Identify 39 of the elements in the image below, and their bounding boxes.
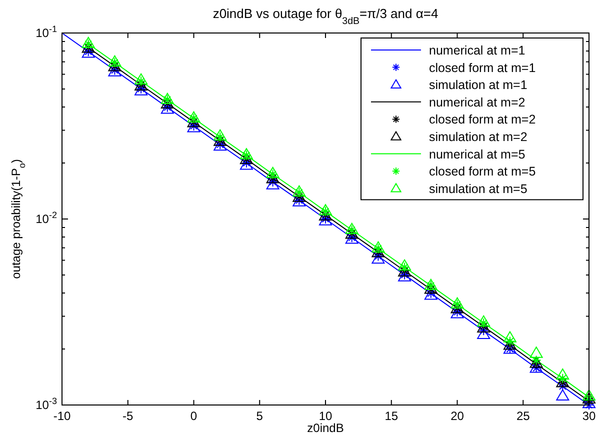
x-axis-title: z0indB <box>307 421 344 435</box>
y-tick-label: 10$^{-2}$ <box>36 210 57 226</box>
point <box>398 259 412 271</box>
y-tick-label: 10$^{-1}$ <box>36 24 57 40</box>
legend-label: simulation at m=1 <box>429 78 528 92</box>
x-tick-label: 10 <box>318 409 332 423</box>
x-tick-label: -10 <box>53 409 71 423</box>
legend-label: numerical at m=1 <box>429 44 526 58</box>
point <box>556 389 570 401</box>
point <box>503 331 516 342</box>
legend-label: numerical at m=2 <box>429 95 526 110</box>
legend-label: closed form at m=5 <box>429 164 536 179</box>
y-tick-label: 10$^{-3}$ <box>36 396 57 412</box>
legend-label: closed form at m=2 <box>429 112 536 127</box>
x-tick-label: 15 <box>384 409 398 423</box>
x-tick-label: 25 <box>516 409 530 423</box>
point <box>372 252 385 264</box>
point <box>108 55 122 67</box>
x-tick-label: 30 <box>582 409 596 423</box>
chart-title: z0indB vs outage for θ$_{3dB}$=π/3 and α=4 <box>212 6 438 26</box>
legend-label: simulation at m=5 <box>429 182 528 196</box>
point <box>530 356 543 368</box>
point <box>530 346 543 358</box>
x-tick-label: -5 <box>122 409 134 423</box>
legend-label: numerical at m=5 <box>429 147 526 162</box>
point <box>477 328 490 339</box>
x-tick-label: 0 <box>190 409 198 423</box>
point <box>582 389 596 401</box>
point <box>372 241 385 253</box>
point <box>584 400 594 410</box>
point <box>556 368 570 380</box>
point <box>134 73 148 85</box>
x-tick-label: 5 <box>256 409 264 423</box>
x-tick-label: 20 <box>450 409 464 423</box>
point <box>214 129 227 141</box>
point <box>266 166 280 178</box>
legend-label: simulation at m=2 <box>429 130 528 144</box>
legend-label: closed form at m=1 <box>429 60 536 75</box>
point <box>477 315 490 327</box>
